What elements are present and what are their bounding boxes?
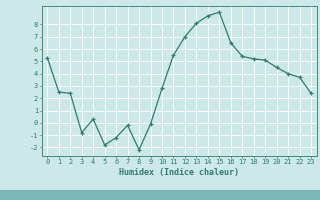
X-axis label: Humidex (Indice chaleur): Humidex (Indice chaleur) [119,168,239,177]
